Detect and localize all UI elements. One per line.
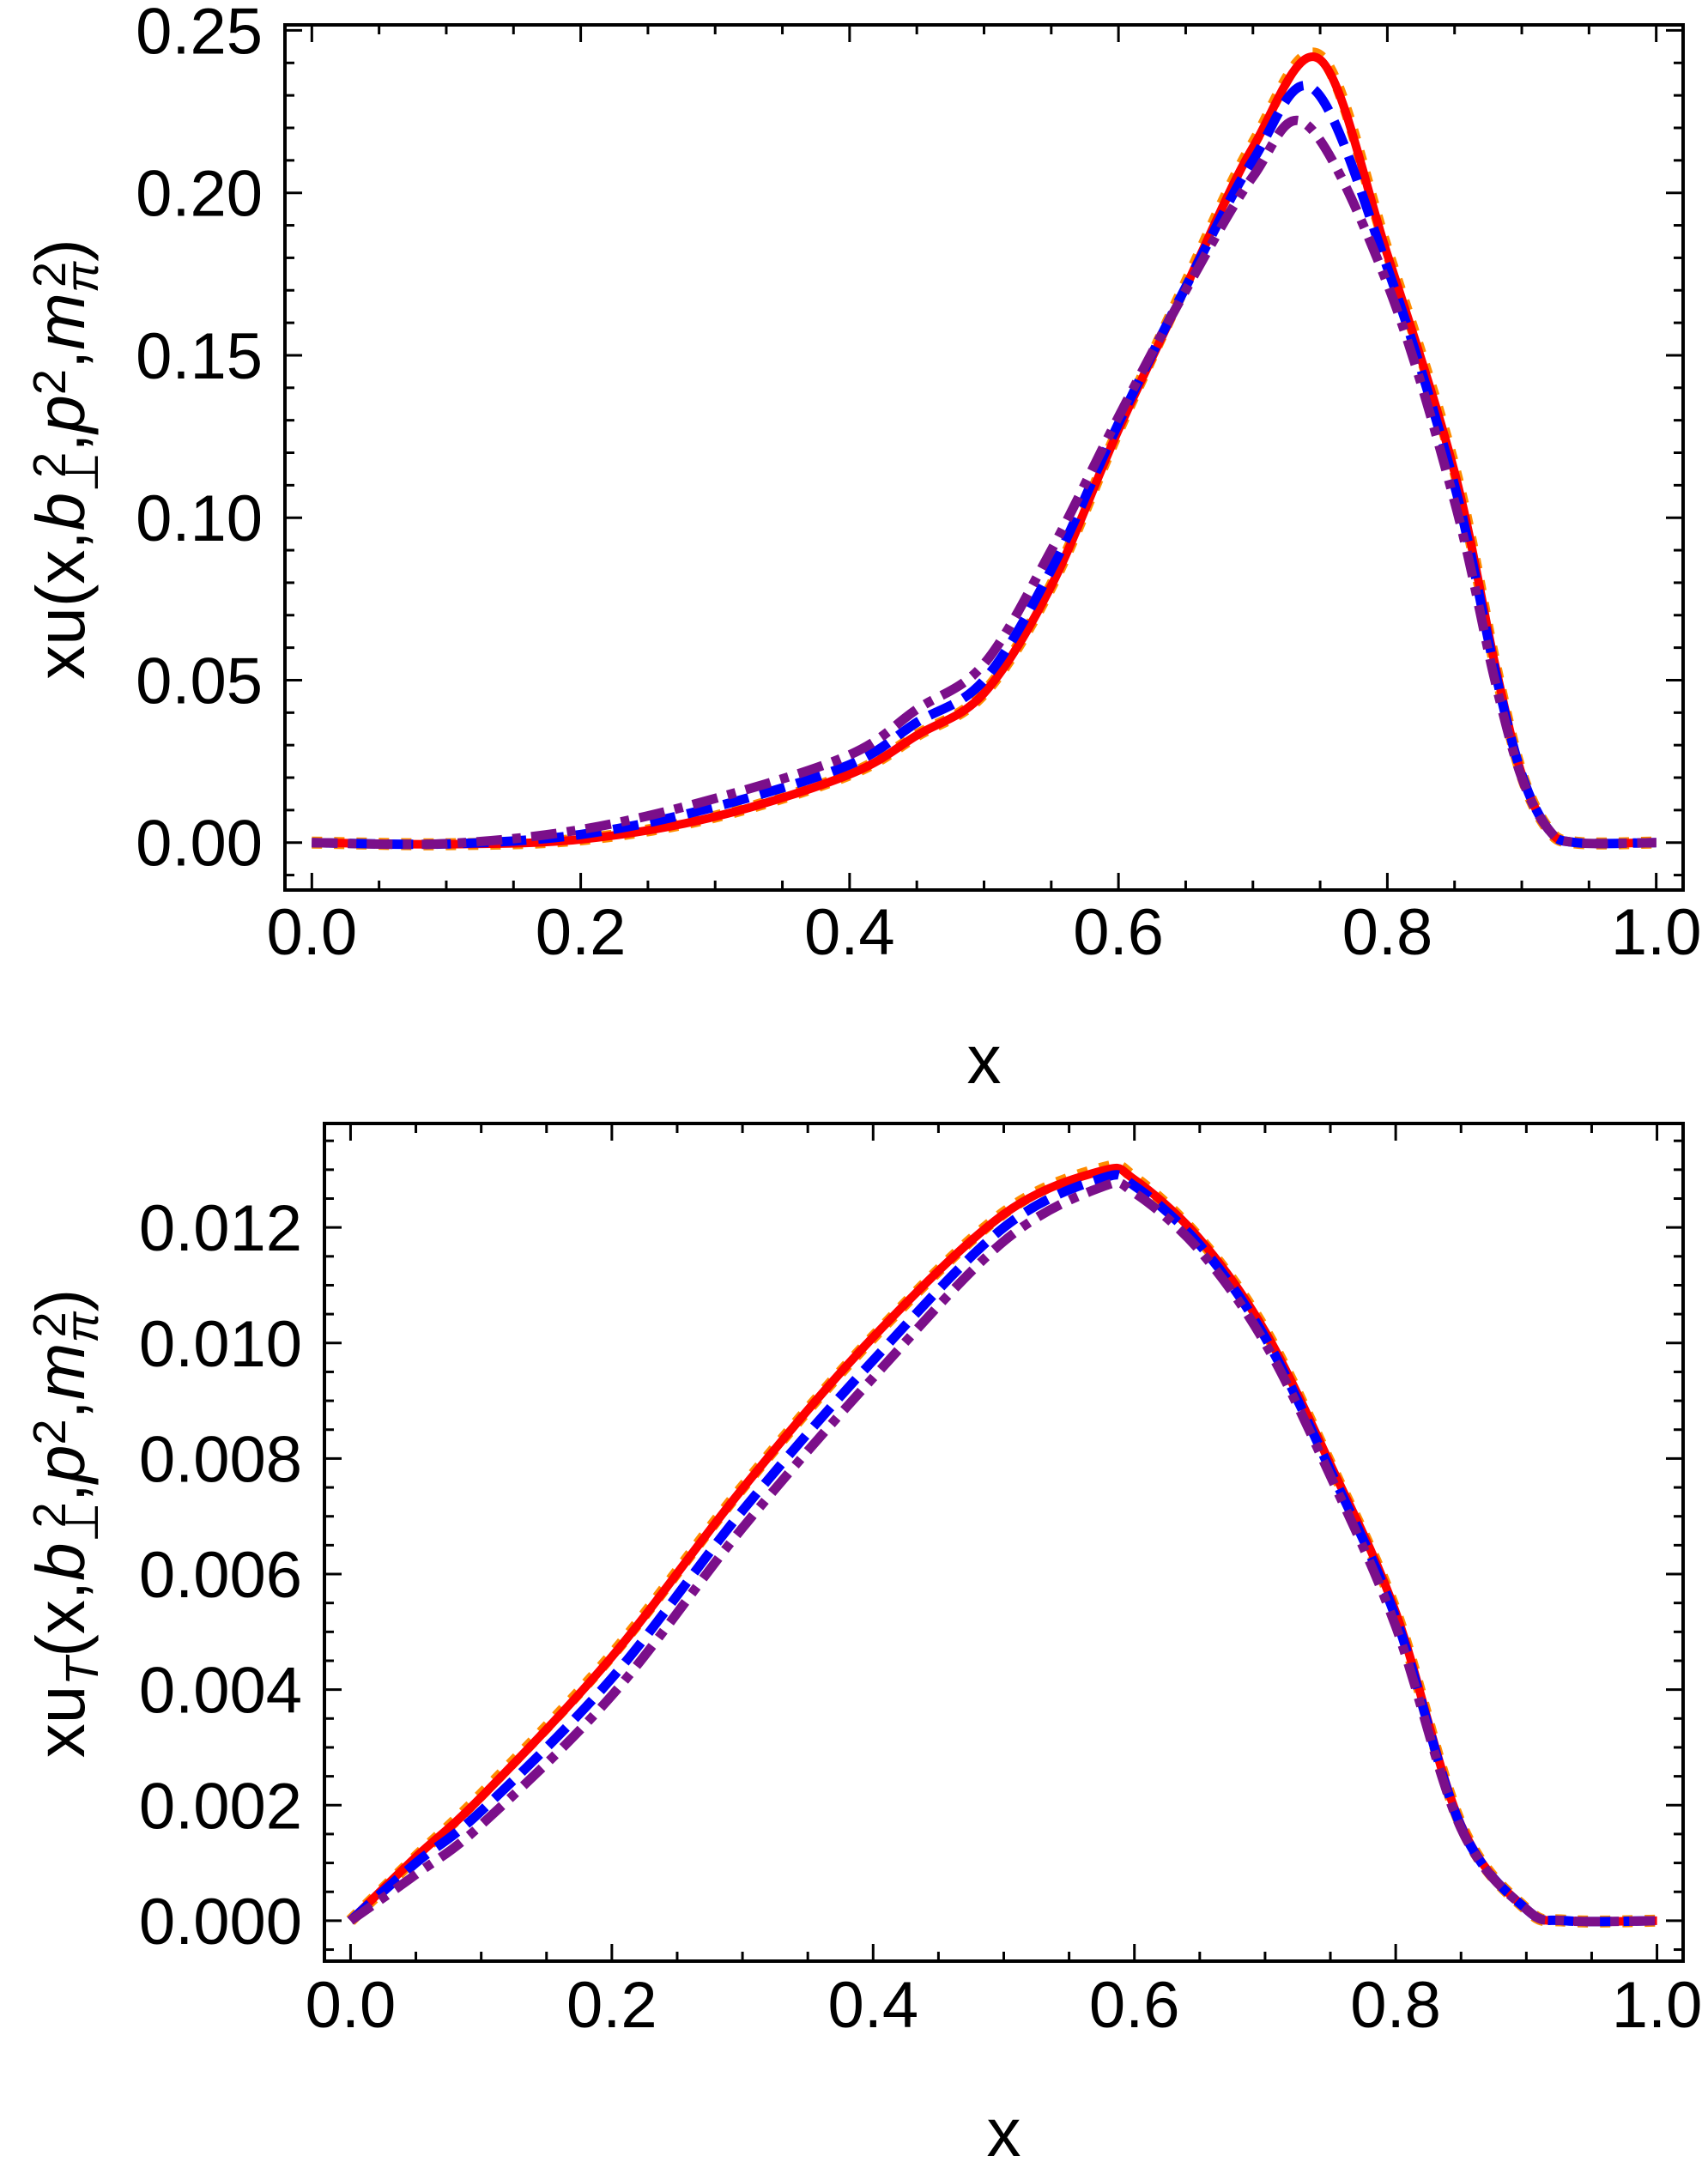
panel-bottom-xuT: 0.0 0.2 0.4 0.6 0.8 1.0 0.000 0.002 0.004 0.006 0.…: [22, 1122, 1703, 2171]
series-line-3-dot-dash: [312, 115, 1657, 850]
x-tick-label: 0.4: [827, 1969, 918, 2042]
y-axis-title: xu(x,b⊥2,p2,mπ2): [22, 239, 108, 679]
x-tick-label: 0.6: [1073, 896, 1164, 969]
x-tick-label: 0.6: [1089, 1969, 1180, 2042]
x-axis-title: x: [967, 1021, 1002, 1098]
x-tick-label: 0.0: [306, 1969, 397, 2042]
x-axis-title: x: [987, 2094, 1021, 2171]
x-tick-label: 0.8: [1342, 896, 1433, 969]
x-tick-label: 1.0: [1611, 896, 1702, 969]
y-tick-label: 0.004: [139, 1655, 302, 1728]
panel-top-xu: 0.0 0.2 0.4 0.6 0.8 1.0 0.00 0.05 0.10 0.15 0.20 0.…: [22, 0, 1702, 1098]
x-tick-label: 0.0: [266, 896, 357, 969]
series-group: [312, 47, 1657, 851]
series-line-0-dashed-thin: [346, 1160, 1657, 1928]
x-tick-label: 0.4: [804, 896, 895, 969]
y-tick-label: 0.006: [139, 1539, 302, 1612]
y-tick-label: 0.010: [139, 1308, 302, 1381]
y-tick-label: 0.05: [136, 645, 263, 718]
series-line-1-solid: [347, 1163, 1657, 1926]
x-tick-label: 0.2: [566, 1969, 657, 2042]
x-tick-label: 0.8: [1350, 1969, 1441, 2042]
y-tick-label: 0.000: [139, 1886, 302, 1959]
x-tick-label: 1.0: [1612, 1969, 1703, 2042]
series-line-3-dot-dash: [348, 1178, 1657, 1927]
series-line-2-dashed: [347, 1170, 1657, 1927]
series-group: [346, 1160, 1657, 1928]
y-tick-label: 0.10: [136, 482, 263, 555]
y-tick-label: 0.15: [136, 320, 263, 393]
y-tick-label: 0.012: [139, 1192, 302, 1265]
plot-frame: [323, 1122, 1685, 1963]
series-line-0-dashed-thin: [312, 47, 1657, 851]
y-tick-label: 0.002: [139, 1770, 302, 1843]
y-tick-label: 0.25: [136, 0, 263, 68]
y-tick-label: 0.20: [136, 158, 263, 231]
x-tick-label: 0.2: [536, 896, 627, 969]
y-tick-label: 0.008: [139, 1423, 302, 1496]
plot-frame: [283, 23, 1685, 892]
y-tick-label: 0.00: [136, 808, 263, 881]
y-axis-title: xuT(x,b⊥2,p2,mπ2): [22, 1289, 108, 1759]
